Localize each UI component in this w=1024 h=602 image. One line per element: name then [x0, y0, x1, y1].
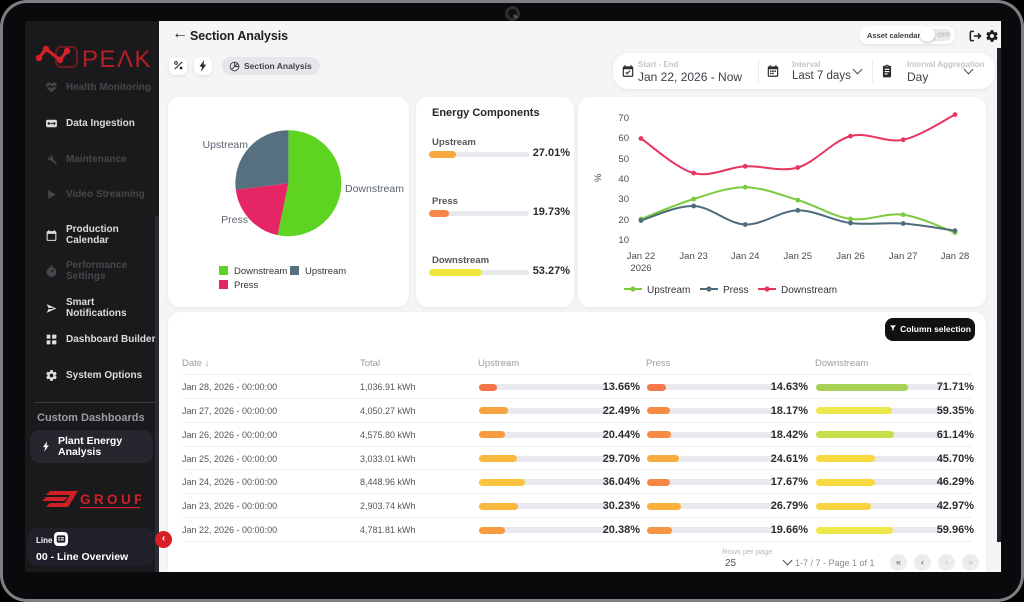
- svg-text:Jan 24: Jan 24: [731, 251, 760, 262]
- svg-text:Downstream: Downstream: [781, 285, 837, 296]
- svg-text:PEΛK: PEΛK: [82, 46, 152, 71]
- svg-text:Jan 22: Jan 22: [627, 251, 656, 262]
- svg-text:Jan 26: Jan 26: [836, 251, 865, 262]
- svg-text:50: 50: [618, 154, 629, 165]
- svg-text:20: 20: [618, 215, 629, 226]
- svg-text:Press: Press: [234, 280, 259, 291]
- svg-text:Downstream: Downstream: [234, 266, 287, 277]
- svg-text:Jan 28: Jan 28: [941, 251, 970, 262]
- svg-text:40: 40: [618, 174, 629, 185]
- svg-text:GROUP: GROUP: [80, 492, 141, 507]
- svg-text:Press: Press: [221, 214, 248, 226]
- svg-text:2026: 2026: [630, 263, 651, 274]
- svg-text:Upstream: Upstream: [305, 266, 346, 277]
- svg-text:Press: Press: [723, 285, 749, 296]
- svg-text:Jan 27: Jan 27: [889, 251, 918, 262]
- svg-text:Upstream: Upstream: [202, 139, 248, 151]
- svg-text:30: 30: [618, 194, 629, 205]
- svg-text:60: 60: [618, 133, 629, 144]
- svg-text:Downstream: Downstream: [345, 183, 404, 195]
- svg-text:Upstream: Upstream: [647, 285, 690, 296]
- svg-text:70: 70: [618, 113, 629, 124]
- svg-text:%: %: [593, 173, 604, 182]
- svg-text:Jan 23: Jan 23: [679, 251, 708, 262]
- svg-text:10: 10: [618, 235, 629, 246]
- svg-text:Jan 25: Jan 25: [784, 251, 813, 262]
